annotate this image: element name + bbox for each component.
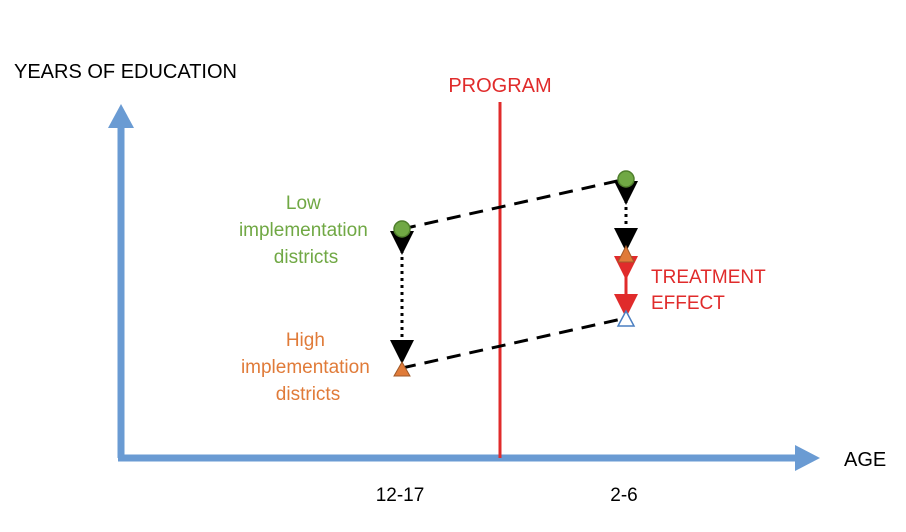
y-axis-arrowhead: [108, 104, 134, 128]
low-group-point-before: [393, 220, 411, 238]
high-group-counterfactual-line: [401, 316, 627, 370]
x-tick-2-6: 2-6: [610, 485, 637, 506]
high-group-point-before: [393, 360, 411, 377]
y-axis-label: YEARS OF EDUCATION: [14, 61, 237, 83]
x-axis-arrowhead: [795, 445, 820, 471]
low-group-point-after: [617, 170, 635, 188]
counterfactual-point: [616, 309, 636, 327]
program-label: PROGRAM: [448, 75, 551, 97]
treatment-effect-label: TREATMENT EFFECT: [651, 267, 771, 314]
x-axis-label: AGE: [844, 449, 886, 471]
low-group-trend-line: [401, 177, 627, 231]
low-group-label: Low implementation districts: [239, 193, 373, 268]
high-group-point-after: [617, 244, 635, 263]
x-tick-12-17: 12-17: [376, 485, 425, 506]
high-group-label: High implementation districts: [241, 330, 375, 405]
